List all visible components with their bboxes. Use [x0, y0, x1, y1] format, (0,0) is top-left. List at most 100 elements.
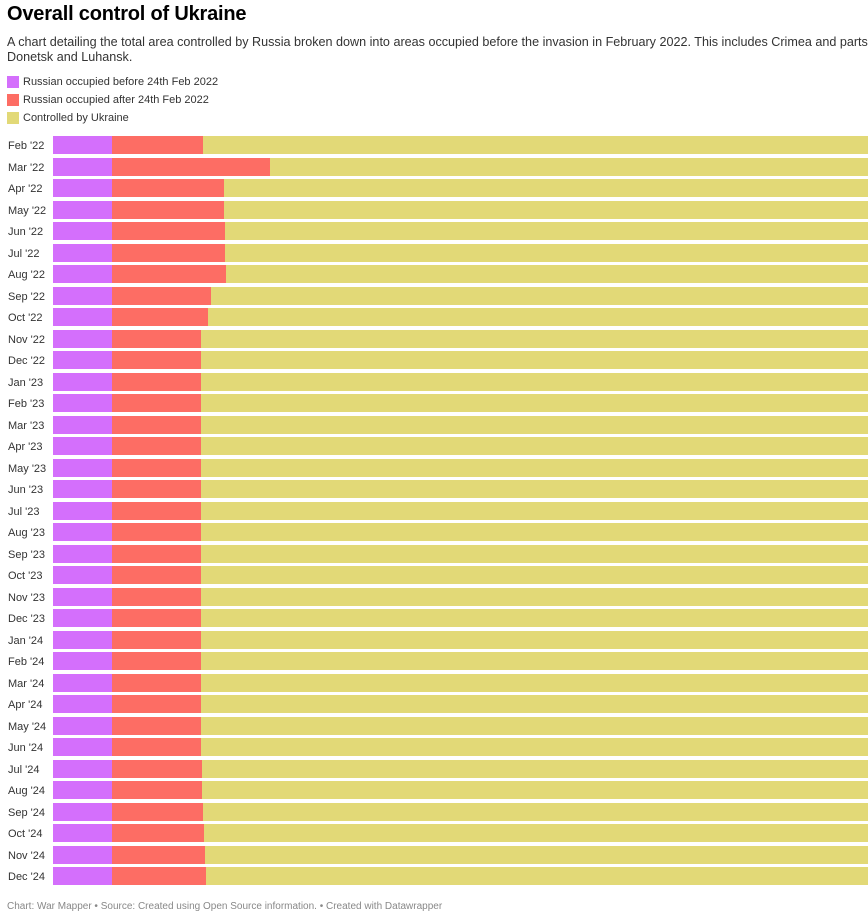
- bar-row: Jun '23: [0, 480, 868, 502]
- stacked-bar: [53, 587, 868, 606]
- bar-segment-post-invasion: [112, 716, 202, 735]
- category-label: Jan '24: [8, 634, 44, 647]
- bar-row: Nov '24: [0, 845, 868, 868]
- stacked-bar: [53, 824, 868, 842]
- category-label: Nov '24: [8, 849, 45, 862]
- bar-row: Jun '22: [0, 222, 868, 244]
- stacked-bar: [53, 544, 868, 563]
- bar-segment-pre-invasion: [53, 157, 112, 176]
- bar-segment-pre-invasion: [53, 286, 112, 305]
- bar-segment-pre-invasion: [53, 458, 112, 477]
- stacked-bar: [53, 458, 868, 477]
- chart-title: Overall control of Ukraine: [7, 3, 247, 25]
- bar-segment-ukraine: [201, 609, 868, 627]
- legend-label: Russian occupied before 24th Feb 2022: [23, 76, 219, 88]
- category-label: Sep '23: [8, 548, 45, 561]
- bar-segment-pre-invasion: [53, 523, 112, 541]
- category-label: Sep '24: [8, 806, 45, 819]
- bar-segment-ukraine: [201, 501, 868, 520]
- bar-segment-ukraine: [201, 329, 868, 348]
- legend-item-pre-invasion: Russian occupied before 24th Feb 2022: [7, 73, 218, 91]
- bar-segment-post-invasion: [112, 329, 202, 348]
- stacked-bar-chart: Feb '22 Mar '22 Apr '22 May '22 Jun '22 Jul '…: [0, 136, 868, 889]
- bar-row: Jul '24: [0, 759, 868, 782]
- bar-segment-ukraine: [201, 523, 868, 541]
- stacked-bar: [53, 351, 868, 369]
- bar-row: Jan '24: [0, 630, 868, 653]
- bar-row: Sep '24: [0, 802, 868, 825]
- bar-segment-post-invasion: [112, 695, 202, 713]
- category-label: Jun '23: [8, 484, 44, 496]
- bar-segment-pre-invasion: [53, 759, 112, 778]
- stacked-bar: [53, 802, 868, 821]
- bar-segment-post-invasion: [112, 738, 202, 756]
- category-label: Jan '23: [8, 376, 44, 389]
- bar-row: Aug '22: [0, 265, 868, 287]
- category-label: Aug '22: [8, 269, 45, 281]
- category-label: Apr '23: [8, 441, 43, 453]
- bar-segment-pre-invasion: [53, 501, 112, 520]
- category-label: Feb '24: [8, 656, 45, 668]
- bar-segment-ukraine: [224, 179, 868, 197]
- bar-segment-post-invasion: [112, 609, 202, 627]
- bar-segment-ukraine: [201, 351, 868, 369]
- legend-item-post-invasion: Russian occupied after 24th Feb 2022: [7, 91, 218, 109]
- category-label: Jun '22: [8, 226, 44, 238]
- bar-segment-pre-invasion: [53, 437, 112, 455]
- bar-row: Mar '23: [0, 415, 868, 438]
- legend-label: Russian occupied after 24th Feb 2022: [23, 94, 209, 106]
- bar-segment-pre-invasion: [53, 544, 112, 563]
- bar-segment-pre-invasion: [53, 265, 112, 283]
- bar-segment-post-invasion: [112, 222, 225, 240]
- legend-swatch-ukraine: [7, 112, 19, 124]
- bar-row: Feb '24: [0, 652, 868, 674]
- bar-row: Sep '22: [0, 286, 868, 309]
- stacked-bar: [53, 609, 868, 627]
- bar-row: Dec '23: [0, 609, 868, 631]
- stacked-bar: [53, 566, 868, 584]
- stacked-bar: [53, 480, 868, 498]
- stacked-bar: [53, 329, 868, 348]
- bar-segment-pre-invasion: [53, 351, 112, 369]
- bar-segment-post-invasion: [112, 286, 211, 305]
- category-label: Dec '23: [8, 613, 45, 625]
- bar-segment-post-invasion: [112, 501, 202, 520]
- category-label: Aug '24: [8, 785, 45, 797]
- bar-segment-post-invasion: [112, 544, 202, 563]
- bar-segment-ukraine: [201, 673, 868, 692]
- bar-row: Mar '22: [0, 157, 868, 180]
- bar-segment-ukraine: [201, 458, 868, 477]
- category-label: Apr '22: [8, 183, 43, 195]
- legend-swatch-pre-invasion: [7, 76, 19, 88]
- bar-segment-ukraine: [206, 867, 868, 885]
- stacked-bar: [53, 759, 868, 778]
- bar-segment-pre-invasion: [53, 695, 112, 713]
- stacked-bar: [53, 415, 868, 434]
- stacked-bar: [53, 222, 868, 240]
- stacked-bar: [53, 286, 868, 305]
- category-label: Jul '22: [8, 247, 40, 260]
- bar-segment-ukraine: [201, 415, 868, 434]
- bar-row: Sep '23: [0, 544, 868, 567]
- bar-segment-pre-invasion: [53, 609, 112, 627]
- legend-item-ukraine: Controlled by Ukraine: [7, 109, 218, 127]
- category-label: Oct '23: [8, 570, 43, 582]
- bar-segment-post-invasion: [112, 437, 202, 455]
- bar-segment-ukraine: [210, 286, 868, 305]
- category-label: Nov '22: [8, 333, 45, 346]
- bar-segment-pre-invasion: [53, 394, 112, 412]
- bar-segment-post-invasion: [112, 458, 202, 477]
- bar-segment-post-invasion: [112, 157, 270, 176]
- category-label: May '22: [8, 204, 47, 217]
- bar-segment-pre-invasion: [53, 308, 112, 326]
- category-label: Jul '23: [8, 505, 40, 518]
- bar-segment-pre-invasion: [53, 716, 112, 735]
- bar-segment-ukraine: [201, 630, 868, 649]
- stacked-bar: [53, 523, 868, 541]
- category-label: Jun '24: [8, 742, 44, 754]
- bar-segment-ukraine: [201, 372, 868, 391]
- bar-segment-post-invasion: [112, 845, 205, 864]
- bar-segment-ukraine: [201, 695, 868, 713]
- stacked-bar: [53, 200, 868, 219]
- bar-row: Oct '22: [0, 308, 868, 330]
